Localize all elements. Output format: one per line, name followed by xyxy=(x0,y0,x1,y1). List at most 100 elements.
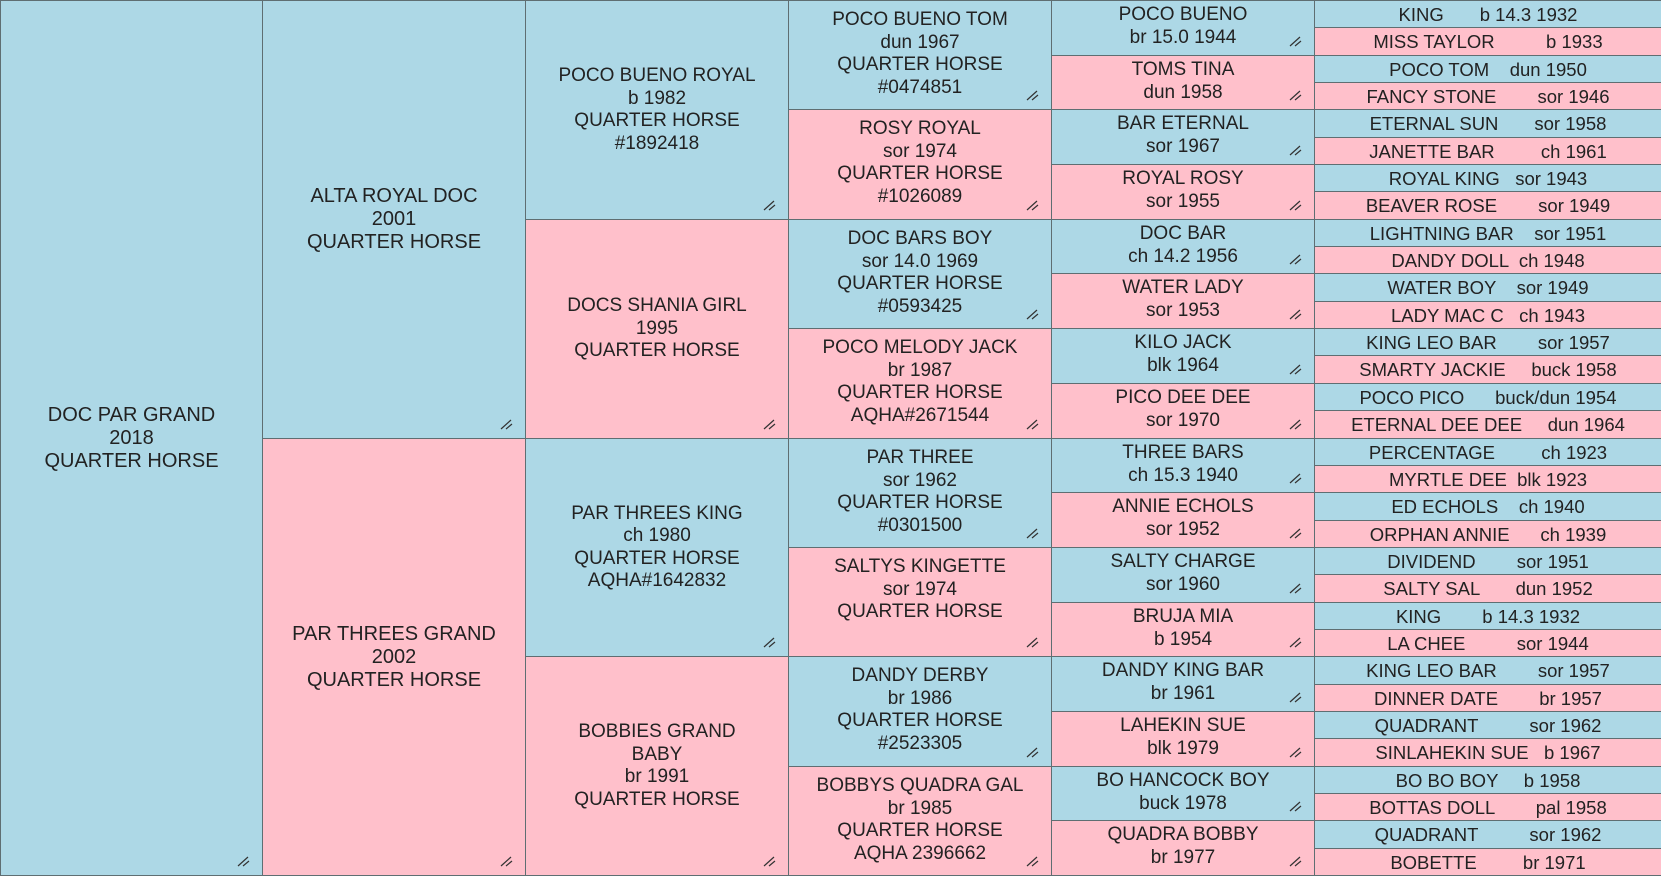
gen6-ancestor-cell[interactable]: JANETTE BAR ch 1961 xyxy=(1314,137,1661,165)
gen6-ancestor-cell[interactable]: WATER BOY sor 1949 xyxy=(1314,273,1661,302)
gen6-ancestor-cell[interactable]: ORPHAN ANNIE ch 1939 xyxy=(1314,520,1661,548)
great-grandparent-cell[interactable]: SALTYS KINGETTE sor 1974 QUARTER HORSE xyxy=(788,547,1052,657)
gen6-ancestor-cell[interactable]: BOTTAS DOLL pal 1958 xyxy=(1314,793,1661,821)
gen6-ancestor-cell[interactable]: KING b 14.3 1932 xyxy=(1314,602,1661,630)
gen6-ancestor-cell[interactable]: QUADRANT sor 1962 xyxy=(1314,711,1661,739)
gen5-ancestor-cell[interactable]: SALTY CHARGE sor 1960 xyxy=(1051,547,1315,603)
gen6-ancestor-cell[interactable]: DIVIDEND sor 1951 xyxy=(1314,547,1661,575)
gen6-ancestor-cell[interactable]: ETERNAL DEE DEE dun 1964 xyxy=(1314,410,1661,439)
great-grandparent-cell[interactable]: PAR THREE sor 1962 QUARTER HORSE #0301500 xyxy=(788,438,1052,548)
edit-resize-icon[interactable] xyxy=(1289,419,1302,430)
gen6-ancestor-cell[interactable]: KING b 14.3 1932 xyxy=(1314,0,1661,28)
horse-name: POCO PICO buck/dun 1954 xyxy=(1359,386,1617,408)
edit-resize-icon[interactable] xyxy=(763,637,776,648)
gen6-ancestor-cell[interactable]: BO BO BOY b 1958 xyxy=(1314,766,1661,794)
gen5-ancestor-cell[interactable]: ANNIE ECHOLS sor 1952 xyxy=(1051,492,1315,548)
gen6-ancestor-cell[interactable]: LIGHTNING BAR sor 1951 xyxy=(1314,219,1661,247)
edit-resize-icon[interactable] xyxy=(1289,747,1302,758)
gen5-ancestor-cell[interactable]: ROYAL ROSY sor 1955 xyxy=(1051,164,1315,220)
edit-resize-icon[interactable] xyxy=(763,419,776,430)
edit-resize-icon[interactable] xyxy=(1026,309,1039,320)
edit-resize-icon[interactable] xyxy=(500,856,513,867)
gen5-ancestor-cell[interactable]: POCO BUENO br 15.0 1944 xyxy=(1051,0,1315,56)
edit-resize-icon[interactable] xyxy=(1289,473,1302,484)
gen6-ancestor-cell[interactable]: DANDY DOLL ch 1948 xyxy=(1314,246,1661,274)
gen5-ancestor-cell[interactable]: LAHEKIN SUE blk 1979 xyxy=(1051,711,1315,767)
gen6-ancestor-cell[interactable]: SINLAHEKIN SUE b 1967 xyxy=(1314,738,1661,767)
great-grandparent-cell[interactable]: POCO BUENO TOM dun 1967 QUARTER HORSE #0474… xyxy=(788,0,1052,110)
edit-resize-icon[interactable] xyxy=(1289,856,1302,867)
edit-resize-icon[interactable] xyxy=(1289,90,1302,101)
gen6-ancestor-cell[interactable]: MYRTLE DEE blk 1923 xyxy=(1314,465,1661,493)
gen6-ancestor-cell[interactable]: ED ECHOLS ch 1940 xyxy=(1314,492,1661,521)
gen6-ancestor-cell[interactable]: MISS TAYLOR b 1933 xyxy=(1314,27,1661,56)
gen6-ancestor-cell[interactable]: PERCENTAGE ch 1923 xyxy=(1314,438,1661,466)
gen5-ancestor-cell[interactable]: BRUJA MIA b 1954 xyxy=(1051,602,1315,657)
subject-horse-cell[interactable]: DOC PAR GRAND 2018 QUARTER HORSE xyxy=(0,0,263,876)
edit-resize-icon[interactable] xyxy=(237,856,250,867)
gen6-ancestor-cell[interactable]: POCO PICO buck/dun 1954 xyxy=(1314,383,1661,411)
edit-resize-icon[interactable] xyxy=(1026,747,1039,758)
gen6-ancestor-cell[interactable]: KING LEO BAR sor 1957 xyxy=(1314,656,1661,685)
gen5-ancestor-cell[interactable]: TOMS TINA dun 1958 xyxy=(1051,55,1315,110)
gen6-ancestor-cell[interactable]: ROYAL KING sor 1943 xyxy=(1314,164,1661,192)
gen6-ancestor-cell[interactable]: SALTY SAL dun 1952 xyxy=(1314,574,1661,603)
edit-resize-icon[interactable] xyxy=(1289,801,1302,812)
edit-resize-icon[interactable] xyxy=(1289,364,1302,375)
grandparent-cell[interactable]: POCO BUENO ROYAL b 1982 QUARTER HORSE #1892… xyxy=(525,0,789,220)
gen5-ancestor-cell[interactable]: DANDY KING BAR br 1961 xyxy=(1051,656,1315,712)
parent-cell[interactable]: ALTA ROYAL DOC 2001 QUARTER HORSE xyxy=(262,0,526,439)
edit-resize-icon[interactable] xyxy=(1026,200,1039,211)
grandparent-cell[interactable]: PAR THREES KING ch 1980 QUARTER HORSE AQHA#… xyxy=(525,438,789,657)
horse-name: LAHEKIN SUE xyxy=(1120,715,1246,736)
horse-name: BOBBIES GRAND xyxy=(578,721,736,742)
edit-resize-icon[interactable] xyxy=(1289,145,1302,156)
great-grandparent-cell[interactable]: DANDY DERBY br 1986 QUARTER HORSE #2523305 xyxy=(788,656,1052,767)
gen5-ancestor-cell[interactable]: DOC BAR ch 14.2 1956 xyxy=(1051,219,1315,274)
great-grandparent-cell[interactable]: BOBBYS QUADRA GAL br 1985 QUARTER HORSE AQH… xyxy=(788,766,1052,876)
gen6-ancestor-cell[interactable]: FANCY STONE sor 1946 xyxy=(1314,82,1661,110)
gen6-ancestor-cell[interactable]: KING LEO BAR sor 1957 xyxy=(1314,328,1661,356)
gen5-ancestor-cell[interactable]: BO HANCOCK BOY buck 1978 xyxy=(1051,766,1315,821)
great-grandparent-cell[interactable]: DOC BARS BOY sor 14.0 1969 QUARTER HORSE #0… xyxy=(788,219,1052,329)
edit-resize-icon[interactable] xyxy=(1289,583,1302,594)
horse-detail: QUARTER HORSE xyxy=(837,163,1003,184)
gen5-ancestor-cell[interactable]: WATER LADY sor 1953 xyxy=(1051,273,1315,329)
gen5-ancestor-cell[interactable]: PICO DEE DEE sor 1970 xyxy=(1051,383,1315,439)
gen6-ancestor-cell[interactable]: BOBETTE br 1971 xyxy=(1314,848,1661,876)
gen6-ancestor-cell[interactable]: LADY MAC C ch 1943 xyxy=(1314,301,1661,329)
horse-name: JANETTE BAR ch 1961 xyxy=(1369,140,1607,162)
gen6-ancestor-cell[interactable]: POCO TOM dun 1950 xyxy=(1314,55,1661,83)
edit-resize-icon[interactable] xyxy=(1289,692,1302,703)
grandparent-cell[interactable]: DOCS SHANIA GIRL 1995 QUARTER HORSE xyxy=(525,219,789,439)
horse-name: QUADRANT sor 1962 xyxy=(1374,714,1602,736)
gen5-ancestor-cell[interactable]: BAR ETERNAL sor 1967 xyxy=(1051,109,1315,165)
edit-resize-icon[interactable] xyxy=(1289,309,1302,320)
edit-resize-icon[interactable] xyxy=(1289,254,1302,265)
edit-resize-icon[interactable] xyxy=(1026,856,1039,867)
gen5-ancestor-cell[interactable]: KILO JACK blk 1964 xyxy=(1051,328,1315,384)
great-grandparent-cell[interactable]: ROSY ROYAL sor 1974 QUARTER HORSE #1026089 xyxy=(788,109,1052,220)
parent-cell[interactable]: PAR THREES GRAND 2002 QUARTER HORSE xyxy=(262,438,526,876)
gen6-ancestor-cell[interactable]: LA CHEE sor 1944 xyxy=(1314,629,1661,657)
edit-resize-icon[interactable] xyxy=(1026,637,1039,648)
great-grandparent-cell[interactable]: POCO MELODY JACK br 1987 QUARTER HORSE AQHA… xyxy=(788,328,1052,439)
gen6-ancestor-cell[interactable]: DINNER DATE br 1957 xyxy=(1314,684,1661,712)
edit-resize-icon[interactable] xyxy=(1289,36,1302,47)
gen5-ancestor-cell[interactable]: THREE BARS ch 15.3 1940 xyxy=(1051,438,1315,493)
edit-resize-icon[interactable] xyxy=(763,856,776,867)
gen5-ancestor-cell[interactable]: QUADRA BOBBY br 1977 xyxy=(1051,820,1315,876)
edit-resize-icon[interactable] xyxy=(500,419,513,430)
edit-resize-icon[interactable] xyxy=(1026,419,1039,430)
edit-resize-icon[interactable] xyxy=(1289,637,1302,648)
gen6-ancestor-cell[interactable]: QUADRANT sor 1962 xyxy=(1314,820,1661,849)
gen6-ancestor-cell[interactable]: BEAVER ROSE sor 1949 xyxy=(1314,191,1661,220)
edit-resize-icon[interactable] xyxy=(1026,528,1039,539)
gen6-ancestor-cell[interactable]: ETERNAL SUN sor 1958 xyxy=(1314,109,1661,138)
edit-resize-icon[interactable] xyxy=(1289,528,1302,539)
gen6-ancestor-cell[interactable]: SMARTY JACKIE buck 1958 xyxy=(1314,355,1661,384)
edit-resize-icon[interactable] xyxy=(763,200,776,211)
grandparent-cell[interactable]: BOBBIES GRAND BABY br 1991 QUARTER HORSE xyxy=(525,656,789,876)
edit-resize-icon[interactable] xyxy=(1289,200,1302,211)
edit-resize-icon[interactable] xyxy=(1026,90,1039,101)
